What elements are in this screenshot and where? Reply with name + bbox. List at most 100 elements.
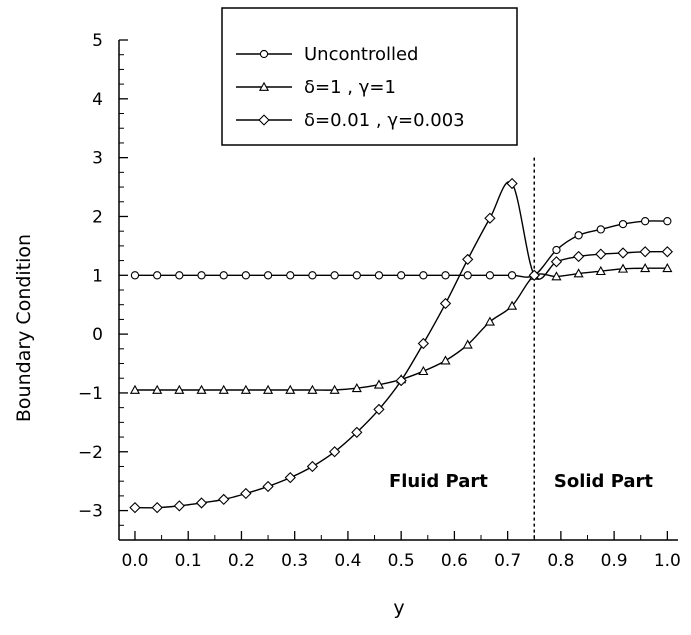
data-point [151, 502, 163, 514]
data-point [663, 217, 672, 226]
y-tick-label: 2 [92, 207, 103, 227]
y-tick-label: 5 [92, 31, 103, 51]
data-point [219, 271, 228, 280]
x-tick-label: 0.5 [388, 551, 415, 571]
data-point [330, 271, 339, 280]
x-tick-label: 0.4 [334, 551, 361, 571]
x-tick-label: 0.1 [175, 551, 202, 571]
data-point [506, 300, 518, 310]
data-point [550, 256, 563, 268]
data-point [395, 374, 407, 387]
data-point [262, 480, 274, 493]
data-point [595, 248, 607, 260]
series-line [134, 267, 668, 391]
data-point [197, 271, 206, 280]
data-point [329, 384, 340, 394]
data-point [418, 365, 429, 376]
data-point [485, 271, 495, 280]
data-point [308, 271, 317, 280]
legend-marker-circle [259, 49, 269, 59]
data-point [462, 253, 474, 266]
y-tick-label: −1 [78, 384, 103, 404]
data-point [328, 446, 341, 458]
x-tick-label: 0.3 [281, 551, 308, 571]
data-point [463, 271, 472, 280]
data-point [574, 231, 583, 240]
data-point [641, 217, 650, 226]
data-point [153, 271, 162, 280]
y-tick-label: −3 [78, 502, 103, 522]
data-point [397, 271, 406, 280]
data-point [241, 271, 251, 280]
data-point [484, 212, 496, 224]
legend-entry: δ=1 , γ=1 [304, 77, 396, 98]
data-point [373, 379, 385, 389]
data-point [374, 271, 384, 280]
data-point [618, 219, 628, 229]
data-point [351, 426, 363, 438]
series-line [134, 220, 668, 278]
data-point [507, 271, 517, 280]
data-point [306, 460, 319, 473]
x-tick-label: 0.8 [547, 551, 574, 571]
data-point [441, 271, 450, 280]
data-point [240, 384, 251, 394]
data-point [484, 316, 495, 326]
data-point [284, 472, 296, 484]
y-tick-label: −2 [78, 443, 103, 463]
data-point [351, 382, 362, 393]
legend: Uncontrolled δ=1 , γ=1 δ=0.01 , γ=0.003 [221, 7, 518, 146]
legend-marker-diamond [258, 114, 270, 126]
data-point [572, 250, 585, 263]
data-point [174, 384, 185, 394]
data-point [528, 269, 540, 281]
x-tick-label: 0.2 [228, 551, 255, 571]
data-point [263, 271, 273, 280]
x-tick-label: 0.9 [601, 551, 628, 571]
data-point [640, 262, 651, 273]
data-point [573, 268, 584, 278]
data-point [462, 339, 473, 349]
data-point [196, 384, 207, 394]
data-point [596, 225, 605, 234]
data-point [240, 487, 252, 500]
data-point [218, 384, 229, 394]
y-tick-label: 0 [92, 325, 103, 345]
x-axis-label: y [393, 597, 404, 619]
data-point [285, 384, 296, 394]
data-point [551, 271, 562, 281]
data-point [152, 384, 163, 394]
x-tick-label: 0.6 [441, 551, 468, 571]
data-point [195, 497, 208, 509]
series-line [134, 181, 668, 509]
data-point [639, 246, 651, 258]
legend-entry: δ=0.01 , γ=0.003 [304, 110, 465, 131]
series-circle [130, 217, 672, 280]
y-tick-label: 4 [92, 90, 103, 110]
data-point [130, 271, 140, 280]
data-point [506, 177, 518, 190]
data-point [262, 384, 274, 394]
data-point [595, 265, 606, 276]
series-diamond [129, 177, 673, 514]
data-point [417, 337, 430, 350]
data-point [218, 493, 230, 506]
data-point [552, 245, 561, 255]
series-triangle [129, 262, 673, 394]
data-point [173, 500, 185, 512]
data-point [419, 271, 428, 280]
data-point [662, 262, 673, 273]
axes: −3 −2 −1 0 1 2 3 4 5 0.0 0.1 0.2 0.3 0.4 0.5 0.6 0.7 0.8 0… [78, 31, 681, 571]
annotation-label: Solid Part [554, 471, 654, 492]
data-point [617, 247, 629, 259]
legend-entry: Uncontrolled [304, 44, 418, 65]
data-point [373, 403, 385, 416]
legend-box [221, 7, 518, 146]
data-point [661, 246, 673, 258]
data-point [286, 271, 295, 280]
y-axis-label: Boundary Condition [13, 234, 35, 422]
legend-marker-triangle [258, 81, 270, 91]
plot-area: Fluid Part Solid Part [129, 157, 673, 540]
y-tick-label: 1 [92, 266, 103, 286]
